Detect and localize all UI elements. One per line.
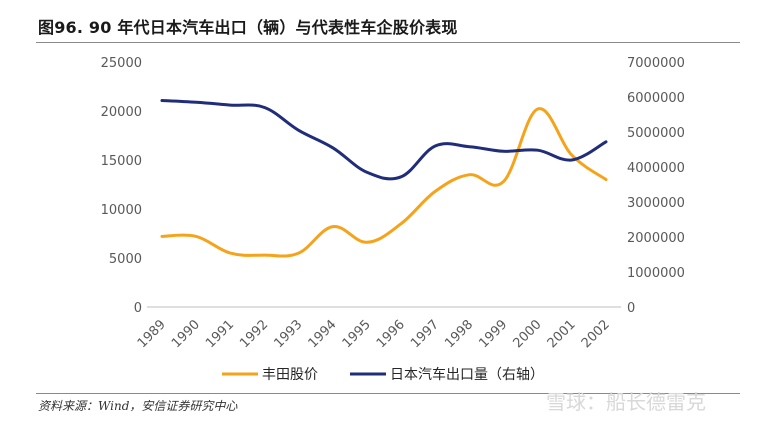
y-left-tick-label: 0 (134, 301, 142, 316)
y-left-tick-label: 20000 (101, 105, 142, 120)
x-tick-label: 1995 (340, 317, 374, 351)
series-line-1 (160, 107, 608, 258)
watermark: 雪球：船长德雷克 (546, 390, 706, 414)
x-tick-label: 1990 (169, 317, 203, 351)
source-note: 资料来源：Wind，安信证券研究中心 (38, 399, 238, 413)
y-right-tick-label: 1000000 (627, 266, 685, 281)
title-divider (36, 42, 740, 43)
x-tick-label: 1998 (442, 317, 476, 351)
y-left-tick-label: 10000 (101, 203, 142, 218)
y-right-tick-label: 0 (627, 301, 635, 316)
y-right-tick-label: 4000000 (627, 161, 685, 176)
source-divider (36, 393, 740, 394)
y-right-tick-label: 2000000 (627, 231, 685, 246)
y-right-tick-label: 6000000 (627, 91, 685, 106)
x-tick-label: 1991 (203, 317, 237, 351)
chart-title: 图96. 90 年代日本汽车出口（辆）与代表性车企股价表现 (38, 18, 458, 37)
y-right-tick-label: 3000000 (627, 196, 685, 211)
y-right-tick-label: 7000000 (627, 56, 685, 71)
y-left-tick-label: 15000 (101, 154, 142, 169)
x-tick-label: 1996 (374, 317, 408, 351)
axes: 0 5000 10000 15000 20000 25000 0 1000000 2000000… (101, 56, 685, 351)
x-tick-label: 1999 (476, 317, 510, 351)
x-tick-label: 1992 (237, 317, 271, 351)
series-lines (160, 99, 608, 258)
x-tick-label: 2001 (545, 317, 579, 351)
x-tick-label: 1993 (271, 317, 305, 351)
legend-label: 日本汽车出口量（右轴） (390, 366, 544, 383)
x-tick-label: 1997 (408, 317, 442, 351)
y-left-tick-label: 25000 (101, 56, 142, 71)
y-right-tick-label: 5000000 (627, 126, 685, 141)
x-tick-label: 2000 (511, 317, 545, 351)
x-tick-label: 2002 (579, 317, 613, 351)
x-tick-label: 1994 (306, 317, 340, 351)
legend-label: 丰田股价 (262, 367, 318, 383)
x-tick-label: 1989 (135, 317, 169, 351)
y-left-tick-label: 5000 (109, 252, 142, 267)
series-line-2 (160, 99, 608, 181)
legend: 丰田股价 日本汽车出口量（右轴） (222, 366, 544, 383)
